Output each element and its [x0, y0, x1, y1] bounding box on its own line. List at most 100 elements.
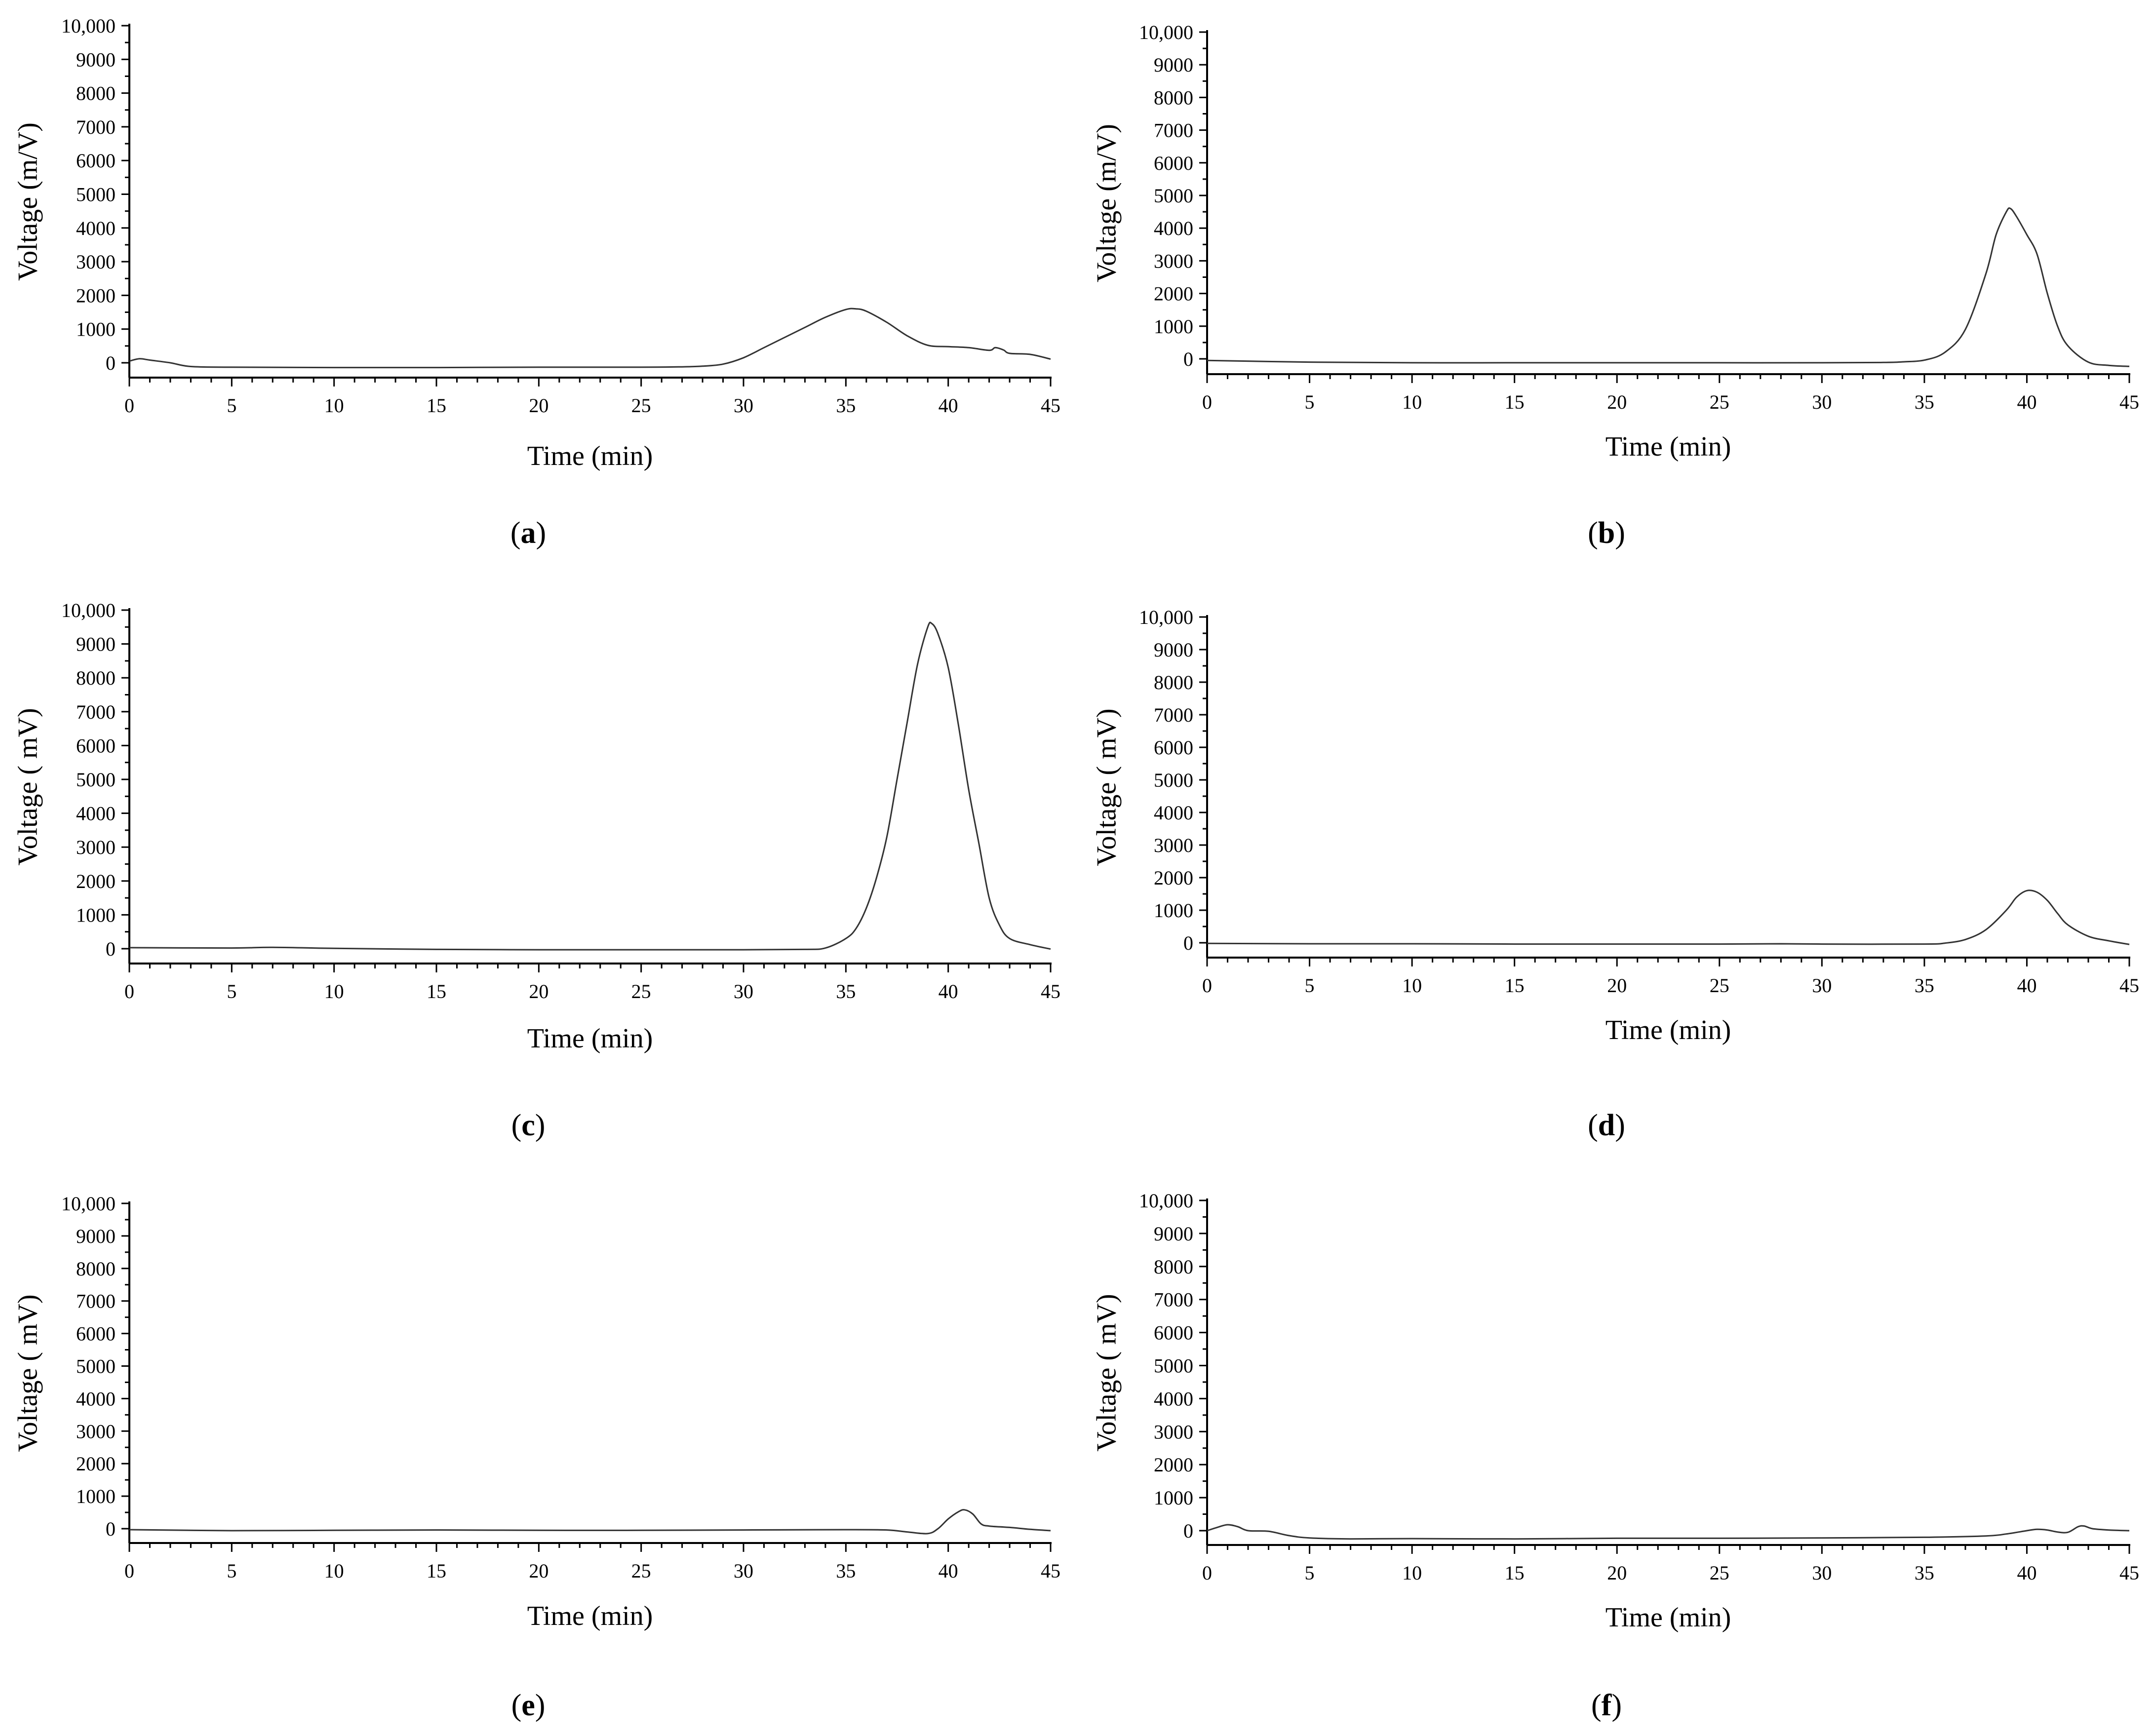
- caption-paren-open: (: [511, 1689, 522, 1722]
- y-tick-label: 10,000: [61, 15, 116, 37]
- chart-panel-c: 0 1000 2000 3000 4000 5000 6000 7000 8000 9000 10,…: [13, 599, 1060, 1142]
- y-tick-label: 0: [1183, 1520, 1193, 1542]
- caption-letter: c: [521, 1109, 535, 1142]
- x-tick-label: 15: [427, 394, 446, 417]
- y-tick-label: 8000: [1154, 671, 1193, 694]
- caption-letter: e: [521, 1689, 535, 1722]
- y-tick-label: 10,000: [61, 599, 116, 621]
- caption-paren-open: (: [510, 516, 521, 550]
- x-tick-label: 5: [227, 980, 236, 1003]
- y-tick-label: 3000: [1154, 834, 1193, 856]
- x-tick-label: 30: [1812, 1562, 1832, 1584]
- y-tick-label: 0: [1183, 932, 1193, 954]
- x-tick-label: 20: [529, 1560, 548, 1582]
- caption-paren-open: (: [1591, 1689, 1602, 1722]
- caption-paren-open: (: [1588, 516, 1598, 550]
- y-tick-label: 1000: [1154, 899, 1193, 922]
- x-tick-label: 35: [1915, 391, 1934, 413]
- x-tick-label: 40: [939, 980, 958, 1003]
- x-tick-label: 10: [1402, 1562, 1422, 1584]
- x-tick-label: 0: [1202, 974, 1212, 997]
- y-tick-label: 8000: [1154, 1256, 1193, 1278]
- y-tick-label: 4000: [76, 1388, 116, 1410]
- x-tick-label: 35: [1915, 1562, 1934, 1584]
- caption-letter: a: [521, 516, 536, 550]
- panel-caption: (f): [1591, 1689, 1622, 1722]
- x-tick-label: 30: [1812, 391, 1832, 413]
- y-tick-label: 2000: [76, 284, 116, 307]
- y-tick-label: 1000: [76, 904, 116, 926]
- x-tick-label: 10: [1402, 391, 1422, 413]
- caption-letter: b: [1598, 516, 1615, 550]
- x-tick-label: 0: [124, 394, 134, 417]
- x-tick-label: 5: [1305, 1562, 1315, 1584]
- series-line-0: [1207, 207, 2130, 367]
- x-tick-label: 20: [529, 394, 548, 417]
- y-tick-label: 3000: [1154, 1421, 1193, 1443]
- x-tick-label: 25: [1710, 1562, 1729, 1584]
- x-tick-label: 0: [1202, 1562, 1212, 1584]
- y-tick-label: 8000: [76, 82, 116, 105]
- caption-paren-close: ): [535, 1689, 546, 1722]
- y-tick-label: 9000: [1154, 1223, 1193, 1245]
- y-tick-label: 0: [1183, 348, 1193, 370]
- x-axis-title: Time (min): [527, 1023, 653, 1054]
- y-axis-title: Voltage ( mV): [13, 708, 43, 865]
- caption-paren-close: ): [1615, 1109, 1625, 1142]
- y-tick-label: 0: [106, 352, 116, 374]
- y-tick-label: 8000: [1154, 86, 1193, 109]
- chart-panel-e: 0 1000 2000 3000 4000 5000 6000 7000 8000 9000 10,…: [13, 1193, 1060, 1722]
- x-tick-label: 25: [631, 980, 651, 1003]
- y-tick-label: 8000: [76, 1258, 116, 1280]
- x-tick-label: 20: [1607, 391, 1627, 413]
- x-tick-label: 10: [324, 1560, 344, 1582]
- x-tick-label: 20: [1607, 1562, 1627, 1584]
- y-tick-label: 9000: [76, 1225, 116, 1247]
- x-tick-label: 35: [836, 394, 856, 417]
- y-tick-label: 4000: [1154, 217, 1193, 239]
- x-tick-label: 0: [124, 980, 134, 1003]
- x-tick-label: 45: [2119, 391, 2139, 413]
- caption-paren-close: ): [535, 1109, 546, 1142]
- y-tick-label: 9000: [1154, 54, 1193, 76]
- y-tick-label: 7000: [76, 116, 116, 138]
- y-tick-label: 2000: [1154, 867, 1193, 889]
- caption-letter: f: [1602, 1689, 1612, 1722]
- x-tick-label: 45: [1041, 394, 1060, 417]
- panel-caption: (c): [511, 1109, 546, 1142]
- y-tick-label: 0: [106, 938, 116, 960]
- y-tick-label: 4000: [1154, 1388, 1193, 1410]
- y-tick-label: 7000: [1154, 119, 1193, 142]
- y-tick-label: 6000: [76, 734, 116, 757]
- y-tick-label: 4000: [76, 803, 116, 825]
- x-axis-title: Time (min): [1606, 1015, 1731, 1045]
- y-tick-label: 5000: [76, 184, 116, 206]
- y-tick-label: 3000: [76, 1420, 116, 1442]
- caption-letter: d: [1598, 1109, 1615, 1142]
- caption-paren-close: ): [1611, 1689, 1622, 1722]
- panel-caption: (a): [510, 516, 546, 550]
- x-axis-title: Time (min): [527, 1601, 653, 1631]
- y-tick-label: 5000: [76, 1355, 116, 1378]
- y-tick-label: 9000: [76, 633, 116, 656]
- x-tick-label: 45: [1041, 1560, 1060, 1582]
- panel-caption: (d): [1588, 1109, 1625, 1142]
- y-tick-label: 8000: [76, 667, 116, 689]
- x-tick-label: 0: [124, 1560, 134, 1582]
- y-tick-label: 6000: [1154, 152, 1193, 174]
- y-tick-label: 2000: [1154, 283, 1193, 305]
- y-axis-title: Voltage (m/V): [13, 122, 43, 281]
- caption-paren-close: ): [1615, 516, 1625, 550]
- series-line-0: [129, 308, 1051, 369]
- x-tick-label: 30: [1812, 974, 1832, 997]
- x-tick-label: 10: [324, 980, 344, 1003]
- x-tick-label: 35: [1915, 974, 1934, 997]
- y-tick-label: 1000: [76, 318, 116, 341]
- x-tick-label: 45: [1041, 980, 1060, 1003]
- x-tick-label: 15: [1505, 974, 1525, 997]
- chart-panel-b: 0 1000 2000 3000 4000 5000 6000 7000 8000 9000 10,…: [1092, 21, 2139, 550]
- x-tick-label: 25: [1710, 391, 1729, 413]
- x-tick-label: 40: [2017, 391, 2037, 413]
- y-tick-label: 4000: [1154, 802, 1193, 824]
